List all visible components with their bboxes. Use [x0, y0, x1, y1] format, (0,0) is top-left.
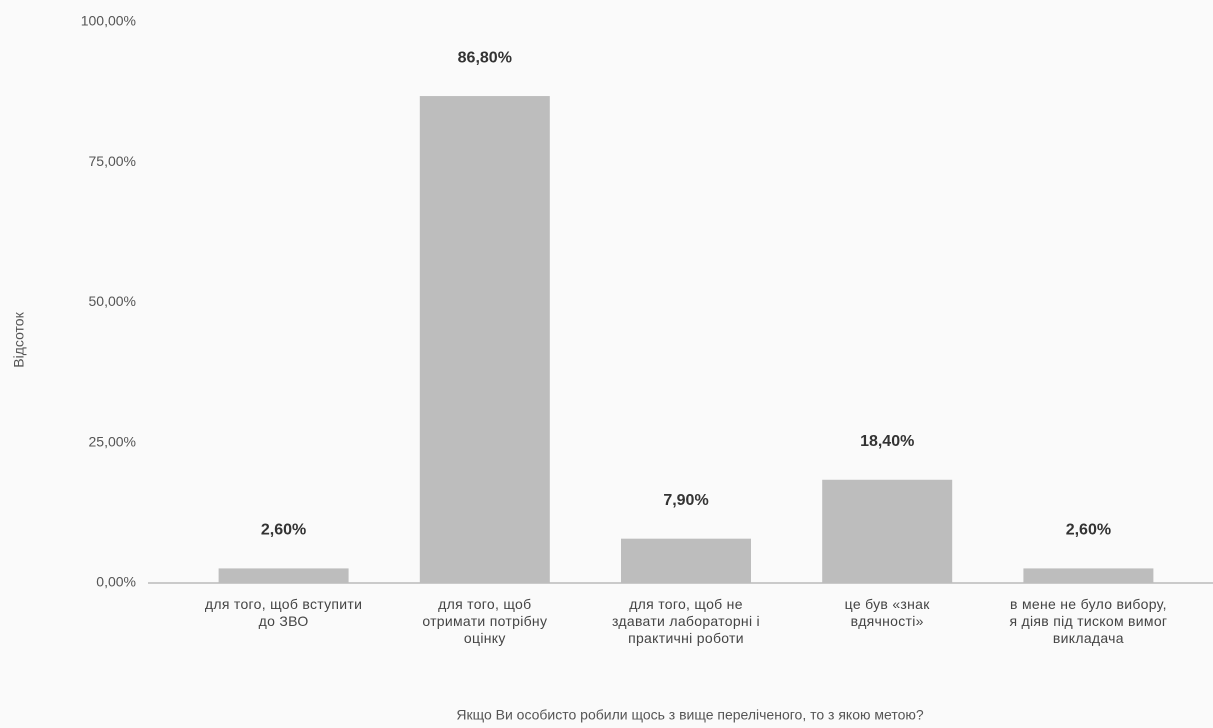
bar — [621, 538, 751, 583]
value-label: 7,90% — [663, 492, 708, 509]
y-tick-label: 100,00% — [81, 13, 136, 29]
bar — [822, 479, 953, 583]
x-tick-label: для того, щоб вступити до ЗВО — [204, 596, 363, 629]
bar — [419, 96, 550, 583]
value-label: 86,80% — [458, 49, 512, 66]
y-tick-label: 0,00% — [96, 574, 136, 590]
y-tick-label: 50,00% — [89, 293, 136, 309]
x-tick-label: це був «знак вдячності» — [844, 596, 930, 629]
x-axis-label: Якщо Ви особисто робили щось з вище пере… — [456, 707, 924, 723]
x-tick-label: в мене не було вибору, я діяв під тиском… — [1009, 596, 1168, 646]
value-label: 2,60% — [1066, 522, 1111, 539]
bar — [218, 568, 349, 583]
value-label: 2,60% — [261, 522, 306, 539]
x-tick-label: для того, щоб отримати потрібну оцінку — [422, 596, 548, 646]
y-tick-label: 25,00% — [89, 433, 136, 449]
value-label: 18,40% — [860, 433, 914, 450]
bar — [1023, 568, 1154, 583]
x-tick-label: для того, щоб не здавати лабораторні і п… — [612, 596, 760, 646]
y-axis-label: Відсоток — [11, 311, 27, 367]
y-tick-label: 75,00% — [89, 153, 136, 169]
